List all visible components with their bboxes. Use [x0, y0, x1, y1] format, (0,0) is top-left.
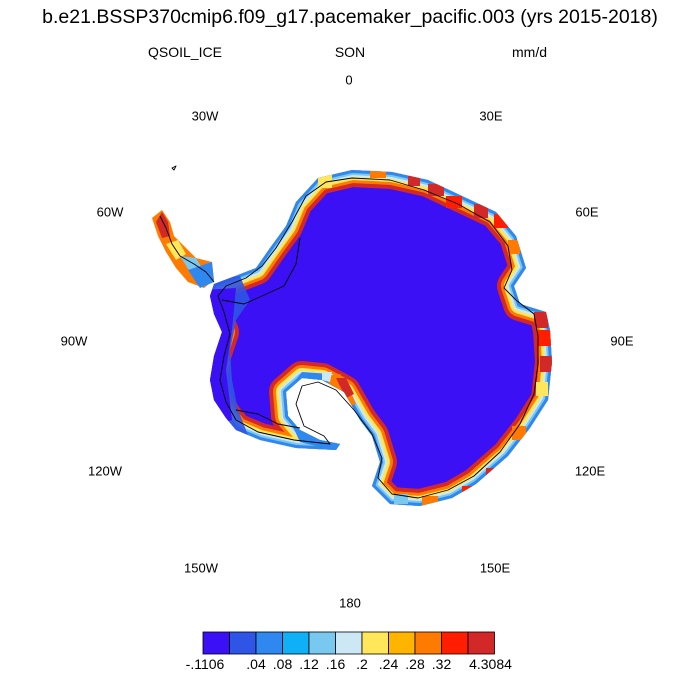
- colorbar-tick-label: .04: [246, 656, 266, 672]
- lon-label-0: 0: [345, 72, 353, 88]
- coastline: [159, 165, 539, 499]
- lon-label-90w: 90W: [60, 333, 88, 349]
- colorbar-swatch: [467, 631, 495, 655]
- lon-label-120e: 120E: [574, 463, 606, 479]
- lon-label-60e: 60E: [575, 204, 599, 220]
- plot-title: b.e21.BSSP370cmip6.f09_g17.pacemaker_pac…: [42, 6, 658, 28]
- colorbar-tick-label: .16: [325, 656, 346, 672]
- colorbar-labels: -.1106 .04 .08 .12 .16 .2 .24 .28 .32 4.3084: [0, 656, 700, 676]
- units-label: mm/d: [512, 44, 547, 60]
- lon-label-150e: 150E: [479, 560, 511, 576]
- lon-label-150w: 150W: [184, 560, 218, 576]
- colorbar-tick-label: .2: [356, 656, 368, 672]
- colorbar-swatch: [441, 631, 469, 655]
- colorbar-swatch: [229, 631, 257, 655]
- variable-label: QSOIL_ICE: [148, 44, 222, 60]
- lon-label-30e: 30E: [479, 108, 503, 124]
- colorbar: [202, 631, 495, 655]
- colorbar-swatch: [202, 631, 230, 655]
- colorbar-tick-label: .12: [299, 656, 319, 672]
- lon-label-90e: 90E: [610, 333, 634, 349]
- lon-label-180: 180: [339, 595, 361, 611]
- colorbar-swatch: [388, 631, 416, 655]
- colorbar-tick-label: .28: [405, 656, 425, 672]
- colorbar-swatch: [308, 631, 336, 655]
- colorbar-tick-label: -.1106: [185, 656, 225, 672]
- lon-label-60w: 60W: [96, 204, 124, 220]
- season-label: SON: [334, 44, 366, 60]
- lon-label-30w: 30W: [191, 108, 219, 124]
- antarctica-main-field: [210, 170, 552, 506]
- colorbar-swatch: [361, 631, 389, 655]
- colorbar-swatch: [255, 631, 283, 655]
- colorbar-tick-label: .32: [431, 656, 452, 672]
- colorbar-tick-label: .24: [378, 656, 399, 672]
- colorbar-swatch: [335, 631, 363, 655]
- lon-label-120w: 120W: [88, 463, 122, 479]
- colorbar-tick-label: .08: [272, 656, 293, 672]
- colorbar-swatch: [414, 631, 442, 655]
- colorbar-swatch: [282, 631, 310, 655]
- colorbar-tick-label: 4.3084: [469, 656, 512, 672]
- antarctic-peninsula: [152, 210, 214, 288]
